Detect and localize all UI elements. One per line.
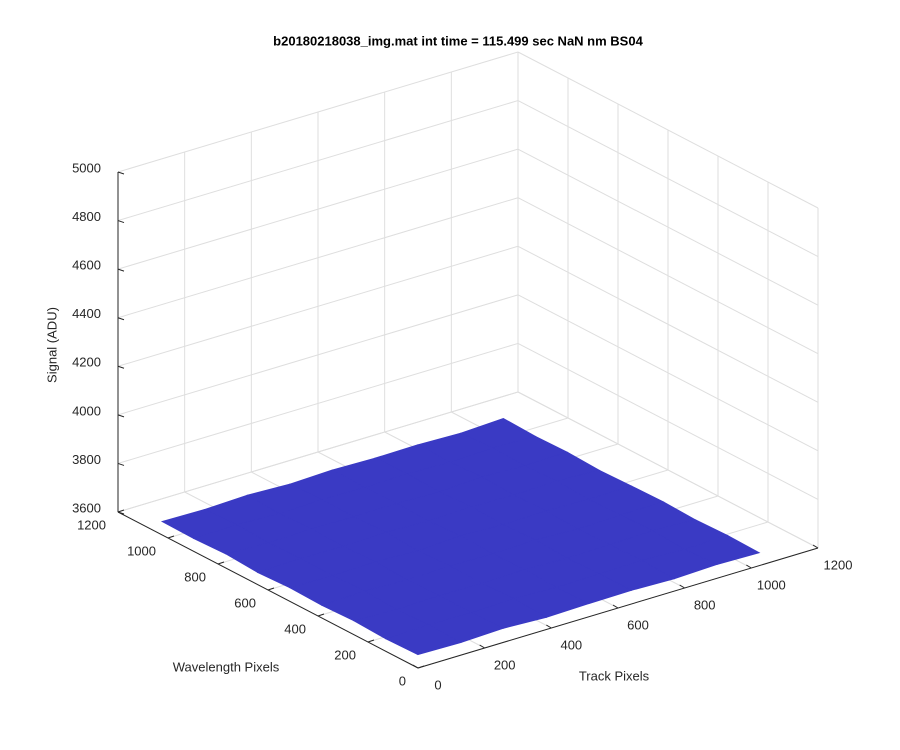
z-tick-label: 4400: [72, 306, 101, 321]
grid-line: [117, 100, 519, 222]
y-tick-label: 400: [284, 621, 306, 636]
x-axis-label: Track Pixels: [579, 668, 650, 683]
y-tick: [217, 561, 225, 565]
y-tick-label: 600: [234, 595, 256, 610]
z-tick-label: 4200: [72, 355, 101, 370]
z-tick: [117, 462, 125, 466]
grid-line: [517, 51, 819, 209]
x-tick-label: 800: [694, 597, 716, 612]
z-tick: [117, 365, 125, 369]
grid-line: [117, 51, 519, 173]
x-tick: [746, 564, 752, 569]
x-tick-label: 400: [560, 637, 582, 652]
y-tick: [267, 587, 275, 591]
y-tick: [317, 613, 325, 617]
z-tick: [117, 414, 125, 418]
grid-line: [517, 197, 819, 355]
y-tick-label: 0: [399, 673, 406, 688]
grid-line: [117, 197, 519, 319]
y-tick: [117, 509, 125, 513]
x-tick-label: 600: [627, 617, 649, 632]
z-tick-label: 4000: [72, 403, 101, 418]
x-tick: [612, 604, 619, 609]
y-axis-label: Wavelength Pixels: [173, 659, 280, 674]
chart-title: b20180218038_img.mat int time = 115.499 …: [273, 33, 643, 48]
x-tick-label: 200: [494, 657, 516, 672]
z-tick-label: 5000: [72, 160, 101, 175]
z-tick: [117, 511, 125, 515]
z-axis-label: Signal (ADU): [44, 307, 59, 383]
z-tick: [117, 317, 125, 321]
grid-line: [117, 342, 519, 464]
grid-line: [117, 148, 519, 270]
grid-line: [517, 294, 819, 452]
grid-line: [117, 245, 519, 367]
x-tick: [679, 584, 685, 589]
z-tick-label: 3600: [72, 500, 101, 515]
x-tick: [546, 624, 552, 629]
grid-line: [517, 245, 819, 403]
z-tick-label: 4800: [72, 209, 101, 224]
x-tick: [812, 544, 819, 549]
z-tick-label: 3800: [72, 452, 101, 467]
z-tick: [117, 220, 125, 224]
y-tick: [167, 535, 175, 539]
y-tick-label: 1000: [127, 543, 156, 558]
grid-line: [517, 342, 819, 500]
grid-line: [117, 391, 519, 513]
x-tick: [412, 664, 419, 669]
y-tick-label: 1200: [77, 517, 106, 532]
grid-line: [517, 100, 819, 258]
x-tick-label: 0: [434, 677, 441, 692]
grid-line: [517, 148, 819, 306]
grid-line: [517, 391, 819, 549]
x-tick-label: 1000: [757, 577, 786, 592]
y-tick-label: 200: [334, 647, 356, 662]
z-tick-label: 4600: [72, 258, 101, 273]
grid-line: [117, 294, 519, 416]
y-tick-label: 800: [184, 569, 206, 584]
z-tick: [117, 171, 125, 175]
y-tick: [367, 639, 375, 643]
y-tick: [417, 665, 425, 669]
x-tick: [479, 644, 485, 649]
z-tick: [117, 268, 125, 272]
x-tick-label: 1200: [824, 557, 853, 572]
surface-cell: [384, 624, 462, 656]
